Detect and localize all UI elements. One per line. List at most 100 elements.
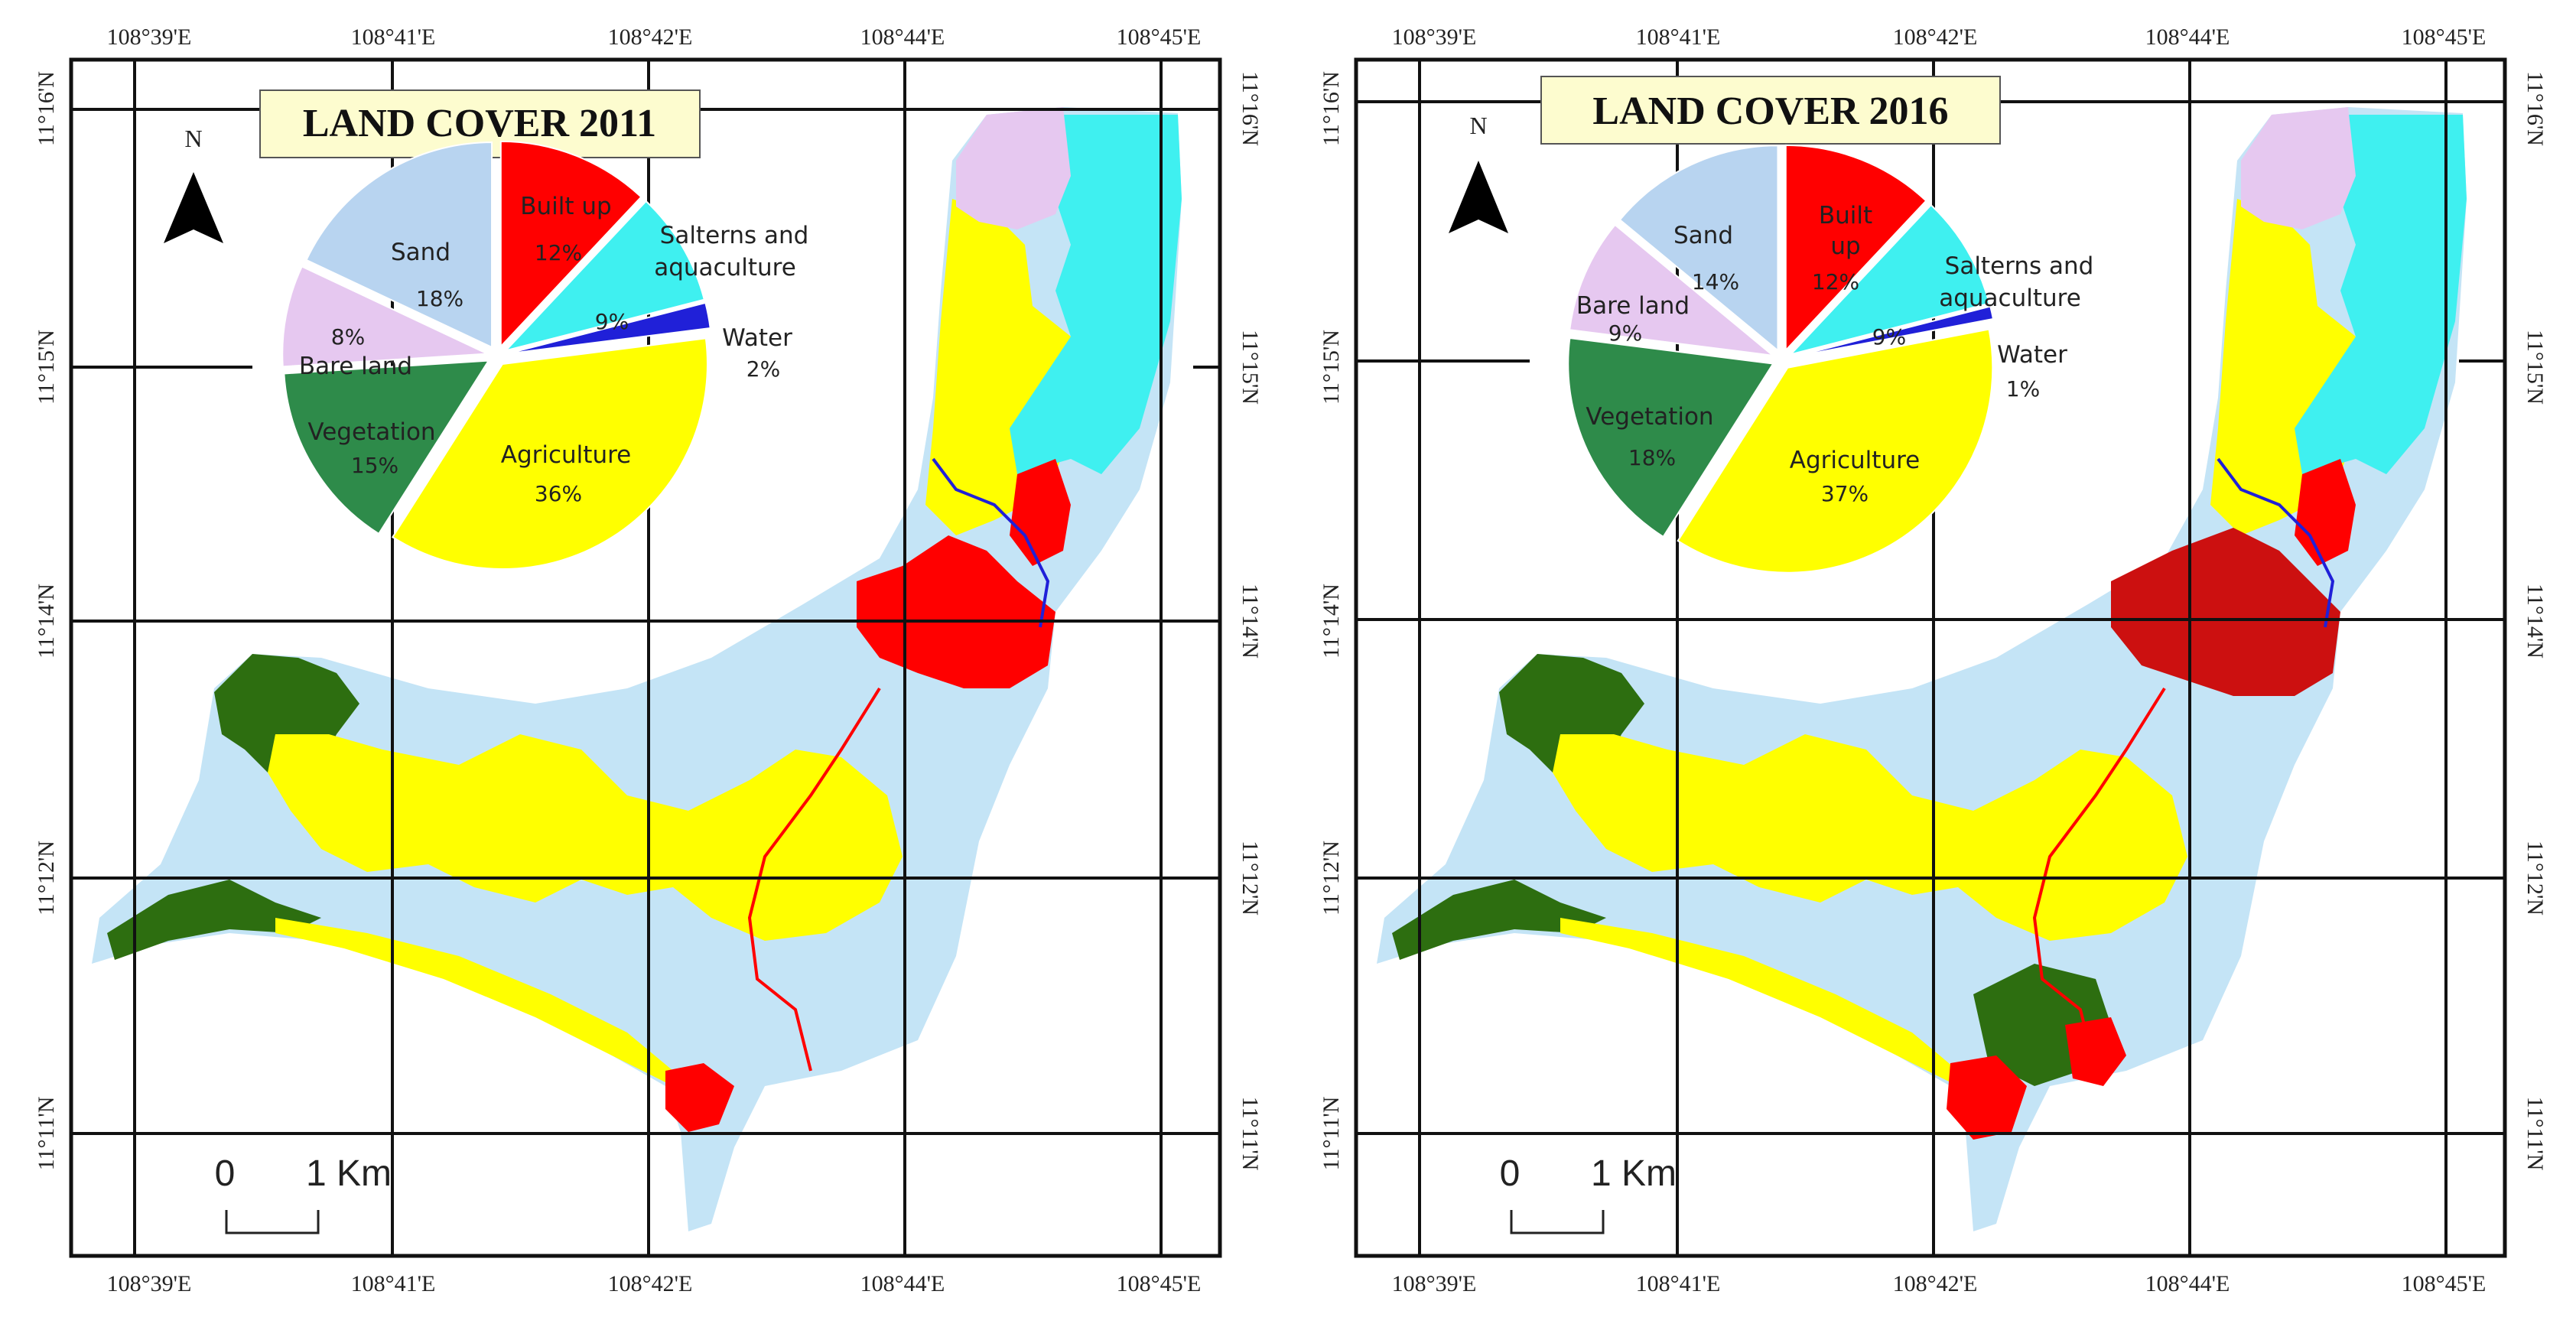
lon-ticks-top: 108°39'E 108°41'E 108°42'E 108°44'E 108°… [107, 24, 1202, 50]
map-frame [1354, 57, 2507, 1258]
pie-slice-label: Built [1819, 202, 1872, 229]
pie-slice-label: Sand [1673, 222, 1733, 249]
map-builtup-north [2295, 459, 2356, 566]
lat-tick-label: 11°12'N [34, 841, 59, 916]
lat-tick-label: 11°16'N [2522, 71, 2548, 146]
lat-tick-label: 11°15'N [1238, 330, 1263, 405]
lat-tick-label: 11°11'N [1238, 1097, 1263, 1171]
scale-label-zero: 0 [215, 1153, 236, 1194]
map-builtup-south [665, 1063, 734, 1132]
pie-slice-sand [305, 141, 493, 349]
pie-slice-agriculture [391, 337, 708, 570]
scale-label-one: 1 Km [1591, 1153, 1677, 1194]
lon-tick-label: 108°44'E [860, 1271, 945, 1296]
pie-slice-label: Bare land [1576, 292, 1690, 320]
map-panel-2011: 108°39'E 108°41'E 108°42'E 108°44'E 108°… [34, 24, 1263, 1296]
lon-tick-label: 108°39'E [107, 24, 192, 50]
lon-tick-label: 108°39'E [1392, 24, 1477, 50]
pie-slice-value: 9% [1872, 324, 1906, 350]
pie-slice-value: 1% [2006, 376, 2040, 402]
lon-tick-label: 108°42'E [1893, 1271, 1978, 1296]
pie-slice-label: up [1830, 233, 1860, 260]
north-arrow-icon: N [164, 125, 223, 243]
pie-slice-label: Built up [520, 193, 611, 220]
map-builtup-south-east [2065, 1017, 2126, 1086]
pie-slice-water [1791, 305, 1995, 359]
pie-slice-label: aquaculture [1939, 285, 2081, 312]
lon-ticks-bottom: 108°39'E 108°41'E 108°42'E 108°44'E 108°… [1392, 1271, 2487, 1296]
lat-tick-label: 11°16'N [34, 71, 59, 146]
map-land-base [1377, 107, 2467, 1231]
lat-ticks-left: 11°16'N 11°15'N 11°14'N 11°12'N 11°11'N [1319, 71, 1344, 1170]
pie-slice-value: 37% [1821, 481, 1869, 506]
pie-slice-value: 15% [351, 453, 398, 478]
pie-slice-vegetation [283, 359, 490, 535]
scale-bar: 0 1 Km [1500, 1153, 1677, 1234]
pie-slice-value: 9% [1608, 320, 1642, 346]
lon-tick-label: 108°41'E [1636, 24, 1721, 50]
pie-slice-built-up [499, 140, 642, 349]
map-agriculture-central [1553, 734, 2187, 941]
pie-slice-label: Sand [391, 239, 450, 266]
map-land-base [92, 107, 1182, 1231]
map-salterns [1010, 115, 1182, 474]
lon-ticks-top: 108°39'E 108°41'E 108°42'E 108°44'E 108°… [1392, 24, 2487, 50]
pie-slice-value: 18% [416, 286, 463, 311]
pie-slice-salterns-and-aquaculture [503, 200, 705, 353]
lat-tick-label: 11°11'N [34, 1097, 59, 1171]
scale-label-zero: 0 [1500, 1153, 1521, 1194]
map-sand-beach [275, 918, 673, 1086]
lon-tick-label: 108°44'E [860, 24, 945, 50]
lon-tick-label: 108°44'E [2145, 24, 2230, 50]
north-label: N [184, 125, 202, 152]
map-forest-south [1392, 880, 1606, 960]
map-title: LAND COVER 2011 [303, 102, 656, 145]
pie-slice-label: Water [722, 324, 792, 352]
pie-slice-label: Salterns and [1945, 252, 2094, 280]
land-cover-map [92, 107, 1182, 1231]
pie-slice-value: 12% [1812, 269, 1859, 294]
lat-tick-label: 11°15'N [2522, 330, 2548, 405]
map-salterns [2295, 115, 2467, 474]
lon-tick-label: 108°41'E [1636, 1271, 1721, 1296]
pie-chart-2011: Built up 12% Salterns and aquaculture 9% Wate… [281, 140, 809, 570]
pie-slice-sand [1618, 145, 1779, 353]
lat-tick-label: 11°11'N [2522, 1097, 2548, 1171]
lat-tick-label: 11°12'N [1319, 841, 1344, 916]
pie-slice-value: 8% [331, 324, 365, 350]
lat-tick-label: 11°12'N [1238, 841, 1263, 916]
map-river [2217, 457, 2335, 628]
pie-slice-label: Vegetation [1586, 403, 1713, 431]
pie-slice-agriculture [1677, 328, 1994, 574]
lon-tick-label: 108°41'E [351, 1271, 436, 1296]
map-road [747, 687, 881, 1072]
lat-tick-label: 11°14'N [1319, 584, 1344, 659]
lon-tick-label: 108°45'E [2402, 1271, 2487, 1296]
map-frame [69, 57, 1222, 1258]
lat-ticks-left: 11°16'N 11°15'N 11°14'N 11°12'N 11°11'N [34, 71, 59, 1170]
lon-ticks-bottom: 108°39'E 108°41'E 108°42'E 108°44'E 108°… [107, 1271, 1202, 1296]
pie-slice-value: 12% [535, 240, 582, 265]
lon-tick-label: 108°39'E [1392, 1271, 1477, 1296]
pie-slice-value: 2% [746, 356, 780, 382]
map-agriculture-central [268, 734, 903, 941]
lon-tick-label: 108°44'E [2145, 1271, 2230, 1296]
lon-tick-label: 108°42'E [608, 1271, 693, 1296]
lat-tick-label: 11°12'N [2522, 841, 2548, 916]
lon-tick-label: 108°42'E [608, 24, 693, 50]
pie-slice-label: Water [1997, 341, 2067, 369]
pie-slice-built-up [1784, 144, 1927, 353]
pie-slice-label: Salterns and [660, 222, 809, 249]
lat-tick-label: 11°14'N [34, 584, 59, 659]
map-title: LAND COVER 2016 [1592, 89, 1948, 133]
map-sand-beach [1560, 918, 1958, 1086]
scale-bar: 0 1 Km [215, 1153, 392, 1234]
pie-slice-vegetation [1567, 337, 1774, 538]
lat-ticks-right: 11°16'N 11°15'N 11°14'N 11°12'N 11°11'N [2522, 71, 2548, 1170]
pie-slice-label: aquaculture [654, 254, 796, 281]
pie-slice-value: 18% [1628, 445, 1676, 470]
lon-tick-label: 108°45'E [1117, 24, 1202, 50]
pie-slice-label: Bare land [299, 353, 412, 380]
map-bareland-north [2241, 107, 2356, 229]
north-label: N [1469, 112, 1487, 139]
